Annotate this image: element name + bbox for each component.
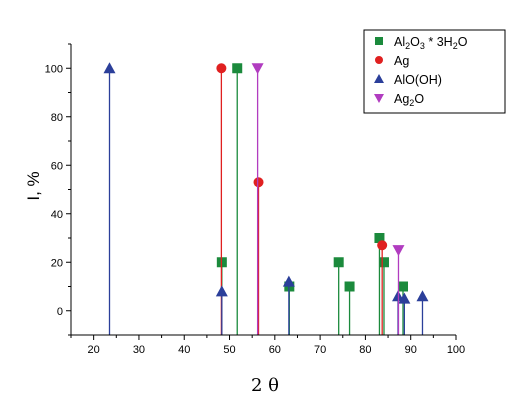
data-point (377, 240, 388, 251)
legend: Al2O3 * 3H2O Ag AlO(OH) Ag2O (363, 29, 506, 114)
x-tick-label: 20 (88, 344, 100, 356)
legend-marker (374, 94, 384, 103)
x-axis-title: 2 θ (251, 375, 279, 396)
legend-box (363, 29, 506, 114)
data-point (232, 63, 243, 74)
data-point (392, 245, 405, 257)
x-tick-label: 80 (359, 344, 371, 356)
legend-marker (375, 56, 383, 64)
data-point (398, 292, 411, 304)
y-tick-label: 40 (51, 209, 63, 221)
y-tick-label: 80 (51, 112, 63, 124)
x-tick-label: 50 (223, 344, 235, 356)
data-point (215, 285, 228, 297)
data-point (333, 257, 344, 268)
y-tick-label: 100 (45, 63, 63, 75)
x-tick-label: 40 (178, 344, 190, 356)
y-tick-label: 20 (51, 257, 63, 269)
x-tick-label: 70 (314, 344, 326, 356)
y-tick-label: 0 (57, 306, 63, 318)
y-axis-title: I, % (24, 171, 43, 200)
x-tick-label: 90 (405, 344, 417, 356)
data-point (344, 281, 355, 292)
y-tick-label: 60 (51, 160, 63, 172)
data-point (374, 233, 385, 243)
x-tick-label: 60 (269, 344, 281, 356)
x-tick-label: 100 (447, 344, 465, 356)
data-point (282, 275, 295, 287)
legend-label: Ag (394, 54, 409, 68)
data-point (378, 257, 389, 268)
data-point (251, 63, 264, 75)
series-1 (216, 63, 388, 335)
x-tick-label: 30 (133, 344, 145, 356)
legend-marker (374, 74, 384, 83)
data-point (416, 290, 429, 302)
legend-label: Al2O3 * 3H2O (394, 35, 468, 51)
legend-label: AlO(OH) (394, 73, 442, 87)
series-3 (251, 63, 405, 335)
data-point (253, 177, 264, 188)
data-point (216, 63, 227, 74)
axes-layer: 20 30 40 50 60 70 80 90 100 0 20 40 60 80 100 (45, 43, 465, 356)
data-point (103, 62, 116, 74)
legend-marker (375, 37, 383, 45)
legend-label: Ag2O (394, 92, 424, 108)
data-point (398, 281, 409, 292)
series-layer (103, 62, 429, 335)
